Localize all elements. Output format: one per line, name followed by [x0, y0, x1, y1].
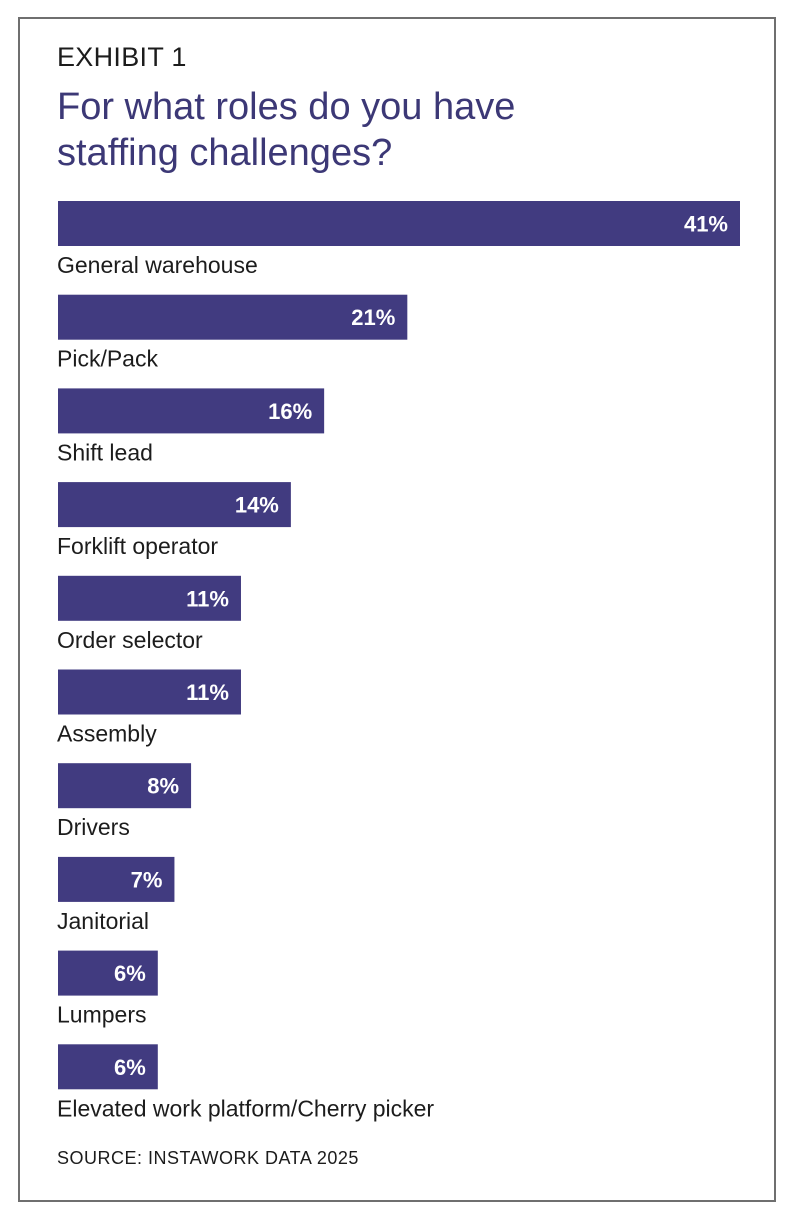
category-label: Shift lead [57, 439, 153, 465]
category-label: Order selector [57, 627, 203, 653]
bar-value-label: 21% [351, 305, 395, 330]
category-label: Janitorial [57, 908, 149, 934]
bar-value-label: 41% [684, 212, 728, 237]
bar-2 [58, 294, 408, 340]
exhibit-label: EXHIBIT 1 [57, 42, 187, 72]
bar-value-label: 6% [114, 961, 146, 986]
category-label: Assembly [57, 721, 157, 747]
bar-8 [58, 856, 175, 902]
category-label: Drivers [57, 814, 130, 840]
bar-10 [58, 1044, 158, 1090]
bar-value-label: 8% [147, 774, 179, 799]
category-label: Lumpers [57, 1002, 146, 1028]
bar-3 [58, 388, 325, 434]
bar-5 [58, 575, 241, 621]
chart-title: For what roles do you have staffing chal… [57, 86, 516, 174]
bar-7 [58, 763, 192, 809]
category-label: Forklift operator [57, 533, 218, 559]
category-label: Pick/Pack [57, 346, 158, 372]
bar-value-label: 6% [114, 1055, 146, 1080]
bar-value-label: 16% [268, 399, 312, 424]
bar-value-label: 11% [186, 680, 229, 705]
bar-value-label: 7% [131, 867, 163, 892]
bar-1 [58, 201, 740, 246]
bar-value-label: 11% [186, 586, 229, 611]
category-label: Elevated work platform/Cherry picker [57, 1095, 434, 1121]
source-note: SOURCE: INSTAWORK DATA 2025 [57, 1148, 359, 1168]
bar-6 [58, 669, 241, 715]
bar-value-label: 14% [235, 493, 279, 518]
bar-9 [58, 950, 158, 996]
category-label: General warehouse [57, 252, 258, 278]
bar-4 [58, 482, 291, 528]
